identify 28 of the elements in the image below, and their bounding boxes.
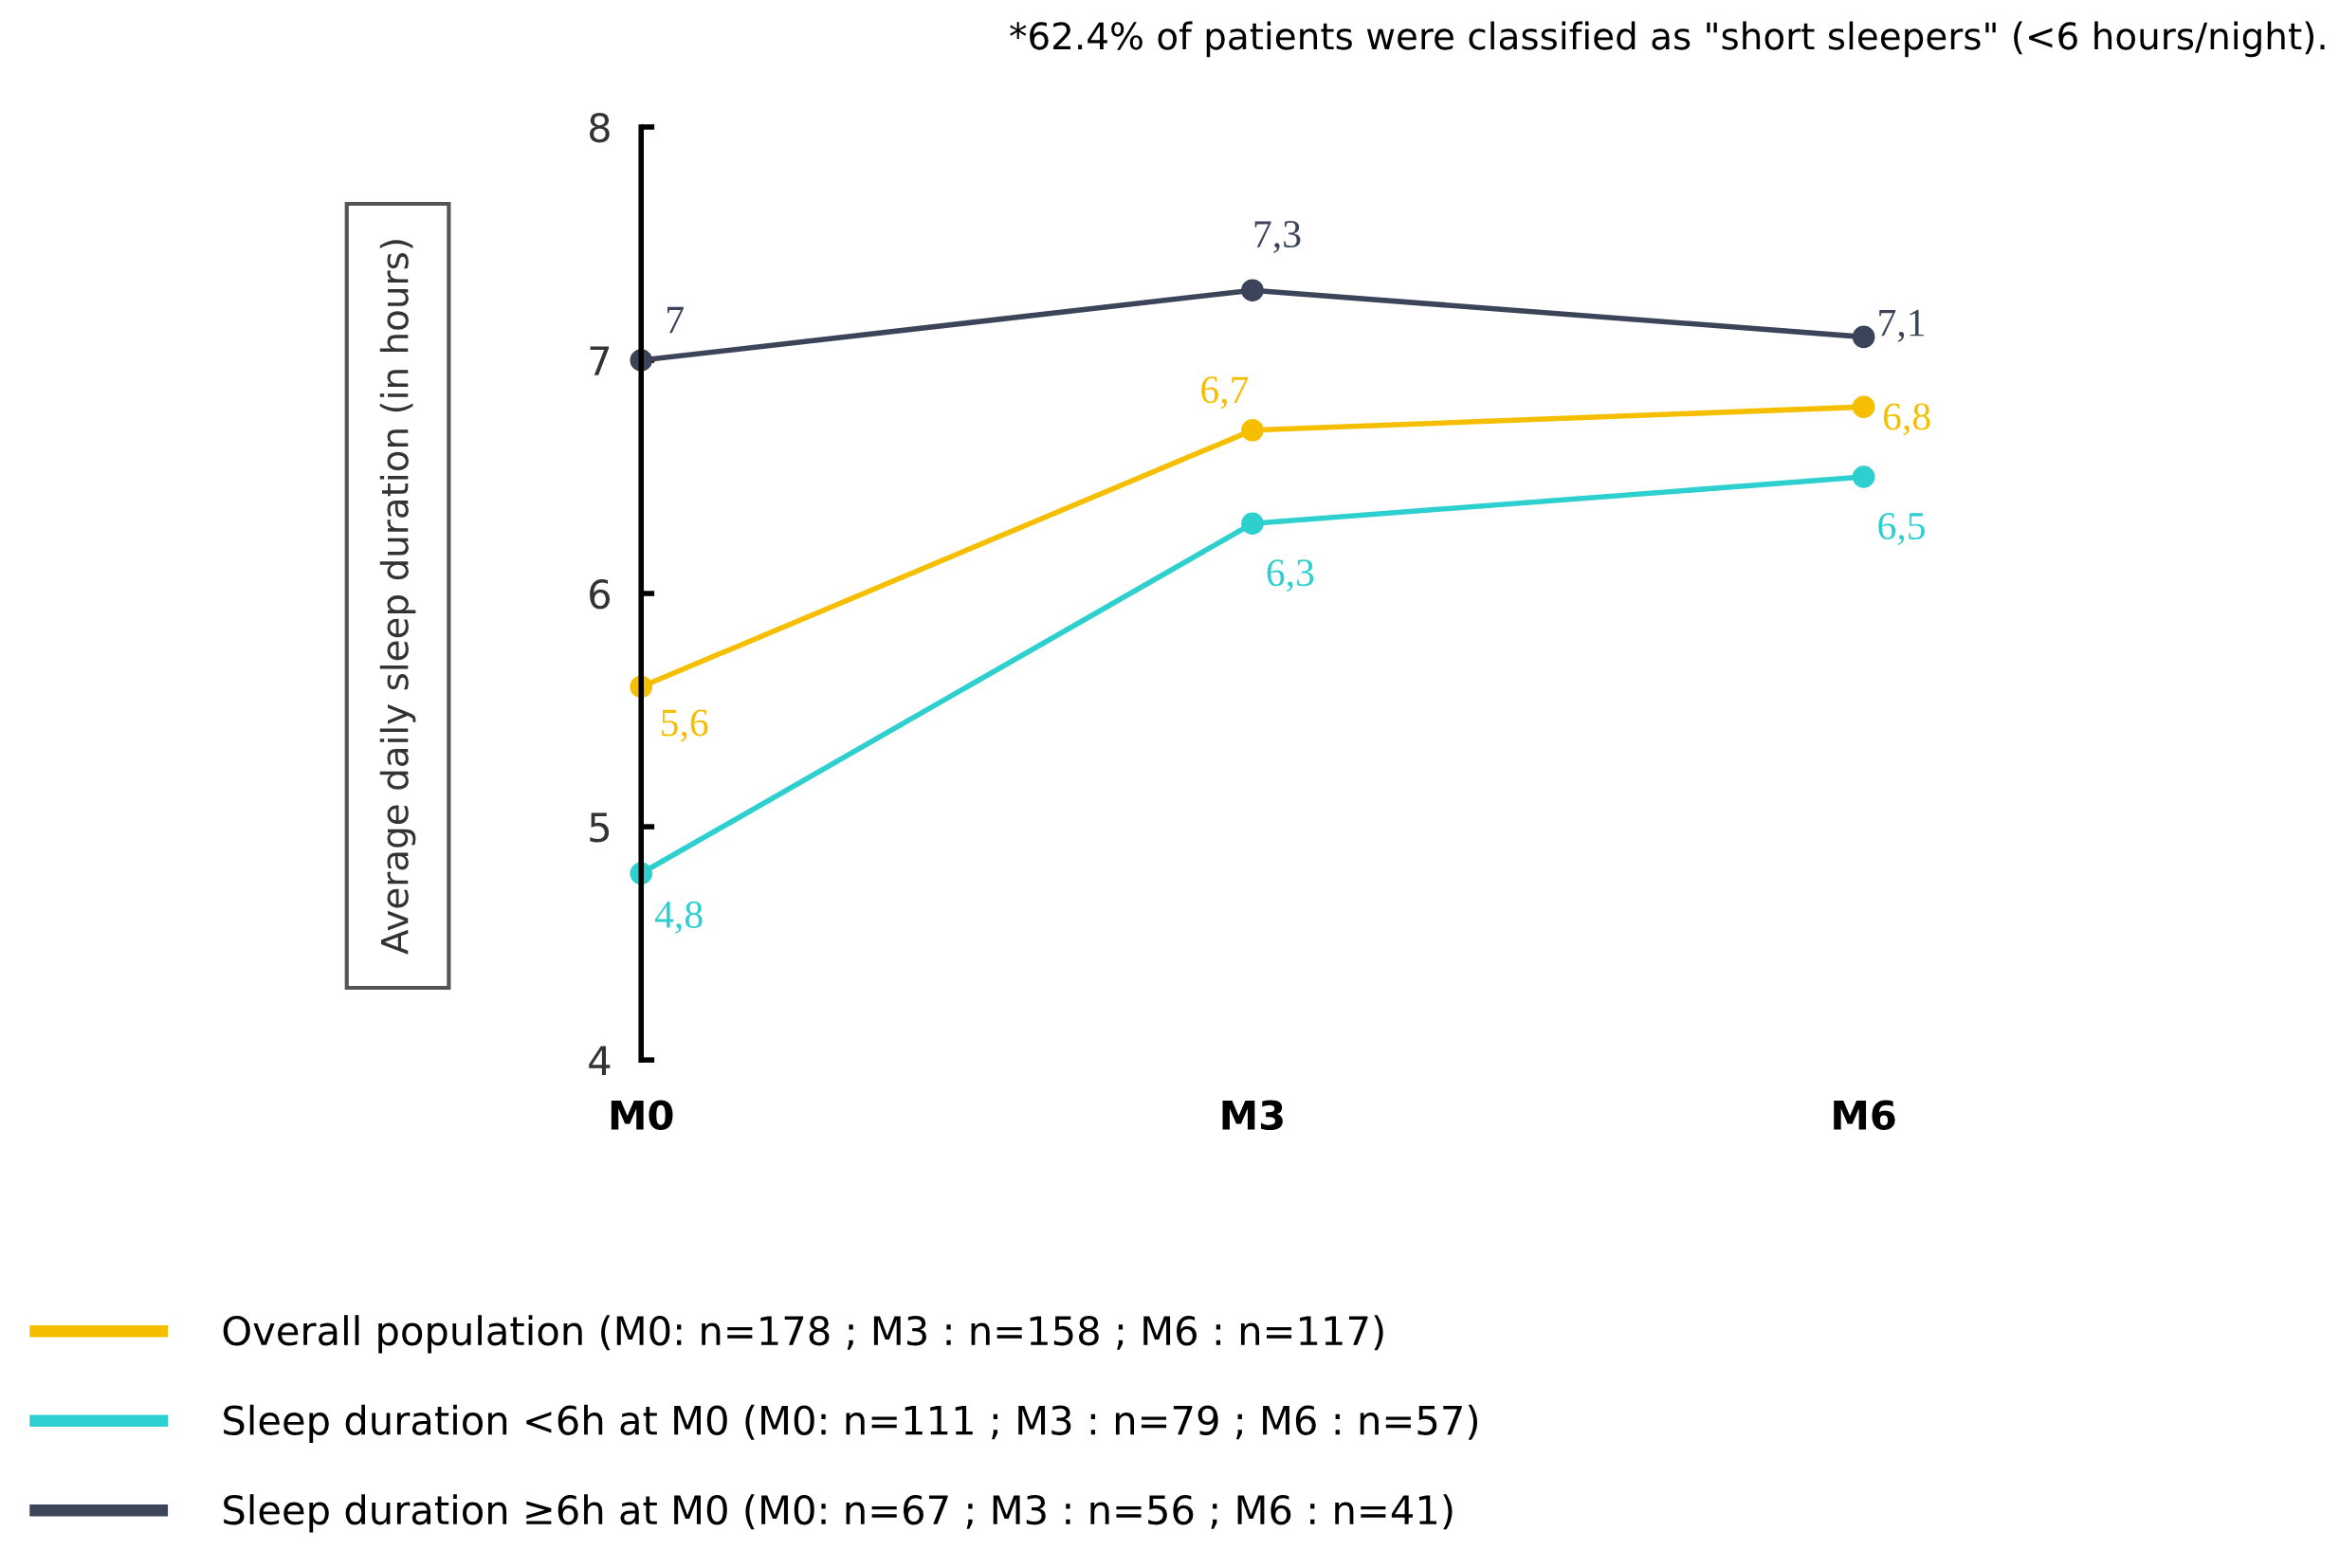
point [1852, 465, 1875, 488]
data-label: 5,6 [662, 709, 708, 742]
point [1241, 279, 1264, 302]
legend-label: Overall population (M0: n=178 ; M3 : n=158 ; M6 : n=117) [223, 1315, 1383, 1354]
point [1241, 419, 1264, 442]
legend-label: Sleep duration ≥6h at M0 (M0: n=67 ; M3 : n=56 ; M6 : n=41) [224, 1494, 1453, 1533]
x-tick-label: M6 [1834, 1100, 1895, 1131]
point [1241, 512, 1264, 536]
text: *62.4% of patients were classified as "short sleepers" (<6 hours/night). [1010, 21, 2325, 58]
y-tick-label: 6 [590, 578, 611, 610]
y-tick-label: 4 [589, 1046, 611, 1075]
data-label: 7 [667, 306, 684, 334]
data-label: 4,8 [654, 901, 703, 934]
data-label: 6,7 [1201, 376, 1249, 410]
legend-label: Sleep duration <6h at M0 (M0: n=111 ; M3 : n=79 ; M6 : n=57) [224, 1404, 1478, 1444]
y-tick-label: 8 [589, 112, 610, 143]
y-tick-label: 7 [590, 346, 610, 375]
y-axis-title: Average daily sleep duration (in hours) [379, 240, 416, 955]
data-label: 6,5 [1878, 513, 1925, 545]
y-tick-label: 5 [590, 812, 610, 843]
x-tick-label: M0 [611, 1100, 673, 1131]
data-label: 7,1 [1879, 309, 1925, 342]
point [1852, 325, 1875, 349]
data-label: 6,3 [1267, 559, 1314, 593]
data-label: 7,3 [1254, 221, 1301, 254]
point [1852, 395, 1875, 419]
data-label: 6,8 [1883, 403, 1930, 436]
x-tick-label: M3 [1222, 1100, 1283, 1131]
